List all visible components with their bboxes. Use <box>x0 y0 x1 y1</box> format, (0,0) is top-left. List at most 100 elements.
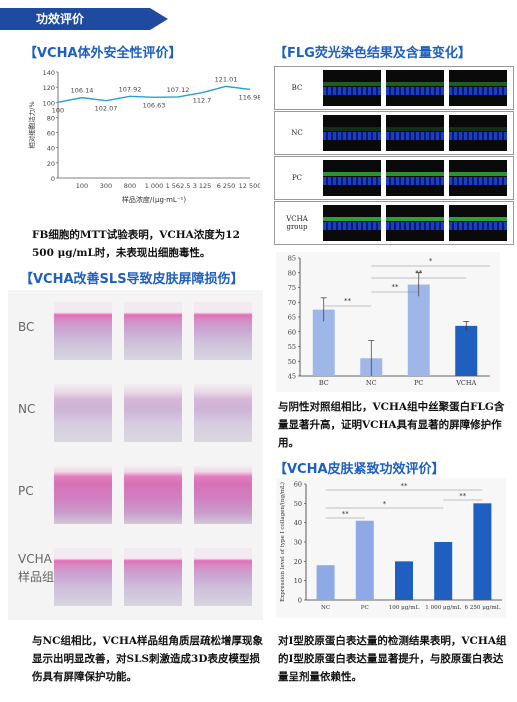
mtt-x-tick-label: 800 <box>124 182 136 190</box>
flg-bar <box>407 284 430 376</box>
mtt-y-tick-label: 60 <box>47 130 55 138</box>
col-y-tick-label: 40 <box>294 519 302 527</box>
he-stain-image <box>54 548 112 606</box>
flg-image-row: BC <box>274 66 514 110</box>
mtt-x-axis-label: 样品浓度/(μg·mL⁻¹) <box>122 195 186 204</box>
mtt-data-label: 107.12 <box>167 86 190 94</box>
mtt-x-tick-label: 12 500 <box>239 182 260 190</box>
col-x-tick-label: 100 μg/mL <box>389 605 420 611</box>
col-x-tick-label: PC <box>361 605 369 611</box>
flg-fluorescence-image <box>386 205 444 241</box>
mtt-x-tick-label: 100 <box>76 182 88 190</box>
col-bar <box>473 503 492 600</box>
he-stain-image <box>54 302 112 360</box>
mtt-x-tick-label: 6 250 <box>217 182 236 190</box>
flg-row-label: VCHA group <box>286 215 308 231</box>
col-description: 对I型胶原蛋白表达量的检测结果表明，VCHA组的I型胶原蛋白表达量显著提升，与胶… <box>278 635 507 683</box>
mtt-data-label: 100 <box>52 106 64 114</box>
flg-x-tick-label: BC <box>319 379 329 387</box>
flg-fluorescence-image <box>323 205 381 241</box>
he-stain-image <box>124 466 182 524</box>
flg-chart: 45 50 55 60 65 70 75 80 85 BC NC PC VCHA ** ** ** * <box>276 252 500 392</box>
he-stain-image <box>194 384 252 442</box>
flg-y-tick-label: 60 <box>288 328 296 336</box>
col-bar <box>355 520 374 600</box>
flg-row-label: NC <box>291 129 303 137</box>
he-stain-image <box>194 466 252 524</box>
mtt-x-tick-label: 1 562.5 <box>166 182 191 190</box>
mtt-description: FB细胞的MTT试验表明，VCHA浓度为12 500 μg/mL时，未表现出细胞… <box>32 229 240 259</box>
flg-y-tick-label: 55 <box>288 343 296 351</box>
he-stain-image <box>194 302 252 360</box>
mtt-y-tick-label: 100 <box>43 99 55 107</box>
mtt-data-label: 106.14 <box>71 87 94 95</box>
section-header-label: 功效评价 <box>36 12 85 26</box>
col-significance-label: ** <box>342 510 350 518</box>
col-y-tick-label: 30 <box>294 539 302 547</box>
flg-y-tick-label: 50 <box>288 358 296 366</box>
flg-row-label: BC <box>291 84 303 92</box>
mtt-data-label: 106.63 <box>143 101 166 109</box>
flg-fluorescence-image <box>449 205 507 241</box>
he-stain-image <box>124 384 182 442</box>
col-y-tick-label: 0 <box>298 597 302 605</box>
mtt-data-label: 107.92 <box>119 85 142 93</box>
mtt-x-tick-label: 1 000 <box>145 182 164 190</box>
flg-image-grid: BC NC PC VCHA group <box>274 66 514 246</box>
col-y-tick-label: 50 <box>294 500 302 508</box>
flg-x-tick-label: NC <box>366 379 377 387</box>
mtt-y-tick-label: 40 <box>47 145 55 153</box>
flg-significance-label: * <box>429 257 433 265</box>
mtt-data-label: 121.01 <box>215 75 238 83</box>
mtt-chart: 0 20 40 60 80 100 120 140 100 300 800 1 000 1 562.5 3… <box>26 66 261 216</box>
mtt-data-label: 116.98 <box>239 93 260 101</box>
col-y-tick-label: 60 <box>294 481 302 489</box>
mtt-data-label: 102.07 <box>95 105 118 113</box>
mtt-x-tick-label: 300 <box>100 182 112 190</box>
flg-image-row: NC <box>274 111 514 155</box>
flg-fluorescence-image <box>386 115 444 151</box>
col-y-tick-label: 10 <box>294 577 302 585</box>
sls-panel: BC NC PC VCHA 样品组 <box>8 290 263 620</box>
col-x-tick-label: 6 250 μg/mL <box>464 605 500 611</box>
flg-x-tick-label: VCHA <box>455 379 476 387</box>
he-stain-image <box>124 302 182 360</box>
flg-x-tick-label: PC <box>414 379 423 387</box>
he-stain-image <box>194 548 252 606</box>
col-title: 【VCHA皮肤紧致功效评价】 <box>274 462 445 477</box>
sls-title: 【VCHA改善SLS导致皮肤屏障损伤】 <box>20 272 244 287</box>
sls-row-label: NC <box>18 402 36 416</box>
flg-bar <box>455 325 478 376</box>
flg-y-tick-label: 85 <box>288 255 296 263</box>
flg-y-tick-label: 45 <box>288 373 296 381</box>
flg-fluorescence-image <box>449 160 507 196</box>
mtt-y-tick-label: 80 <box>47 114 55 122</box>
flg-y-tick-label: 65 <box>288 314 296 322</box>
flg-y-tick-label: 75 <box>288 284 296 292</box>
he-stain-image <box>54 466 112 524</box>
col-x-tick-label: NC <box>321 605 330 611</box>
col-bar <box>434 542 453 600</box>
flg-description: 与阴性对照组相比，VCHA组中丝聚蛋白FLG含量显著升高，证明VCHA具有显著的… <box>278 401 505 449</box>
col-bar <box>316 565 335 600</box>
col-y-axis-label: Expression level of type I collagen/(ng/… <box>279 482 286 602</box>
flg-title: 【FLG荧光染色结果及含量变化】 <box>274 46 471 61</box>
flg-fluorescence-image <box>323 115 381 151</box>
flg-fluorescence-image <box>323 70 381 106</box>
col-x-tick-label: 1 000 μg/mL <box>425 605 461 611</box>
mtt-y-tick-label: 20 <box>47 160 55 168</box>
col-bar <box>395 561 413 600</box>
sls-row-label: PC <box>18 484 34 498</box>
mtt-title: 【VCHA体外安全性评价】 <box>24 46 182 61</box>
flg-significance-label: ** <box>392 283 400 291</box>
col-significance-label: * <box>383 500 387 508</box>
flg-significance-label: ** <box>415 269 423 277</box>
flg-fluorescence-image <box>386 160 444 196</box>
flg-fluorescence-image <box>323 160 381 196</box>
mtt-data-label: 112.7 <box>193 97 212 105</box>
flg-image-row: PC <box>274 156 514 200</box>
mtt-x-tick-label: 3 125 <box>193 182 212 190</box>
flg-y-tick-label: 70 <box>288 299 296 307</box>
